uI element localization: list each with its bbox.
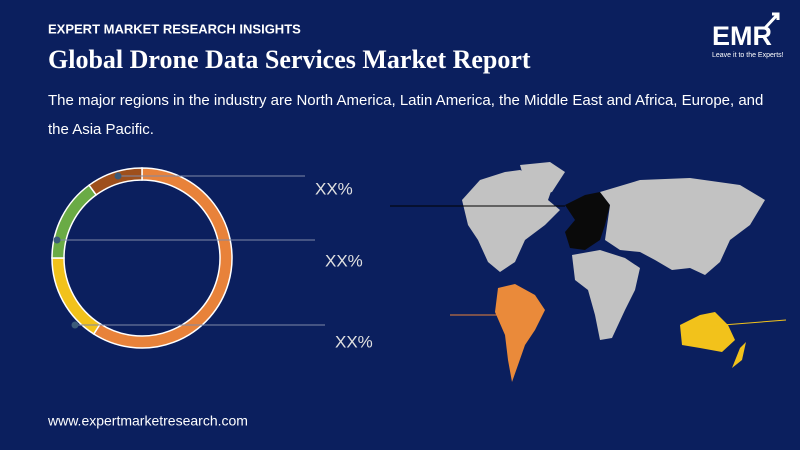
title: Global Drone Data Services Market Report xyxy=(48,45,531,74)
annotation: XX% xyxy=(315,179,353,198)
logo-tagline: Leave it to the Experts! xyxy=(712,52,784,59)
annotation: XX% xyxy=(335,332,373,351)
leader-dot xyxy=(114,172,122,180)
website: www.expertmarketresearch.com xyxy=(47,413,248,429)
description: The major regions in the industry are No… xyxy=(48,92,764,138)
logo: EMR xyxy=(712,21,772,51)
donut-segment xyxy=(92,167,233,349)
leader-dot xyxy=(53,236,61,244)
logo-arrow xyxy=(763,12,780,30)
world-map xyxy=(390,162,787,382)
kicker: EXPERT MARKET RESEARCH INSIGHTS xyxy=(48,21,301,36)
donut-segment xyxy=(51,184,98,259)
annotation: XX% xyxy=(325,251,363,270)
leader-dot xyxy=(71,321,79,329)
donut-segment xyxy=(88,167,143,196)
